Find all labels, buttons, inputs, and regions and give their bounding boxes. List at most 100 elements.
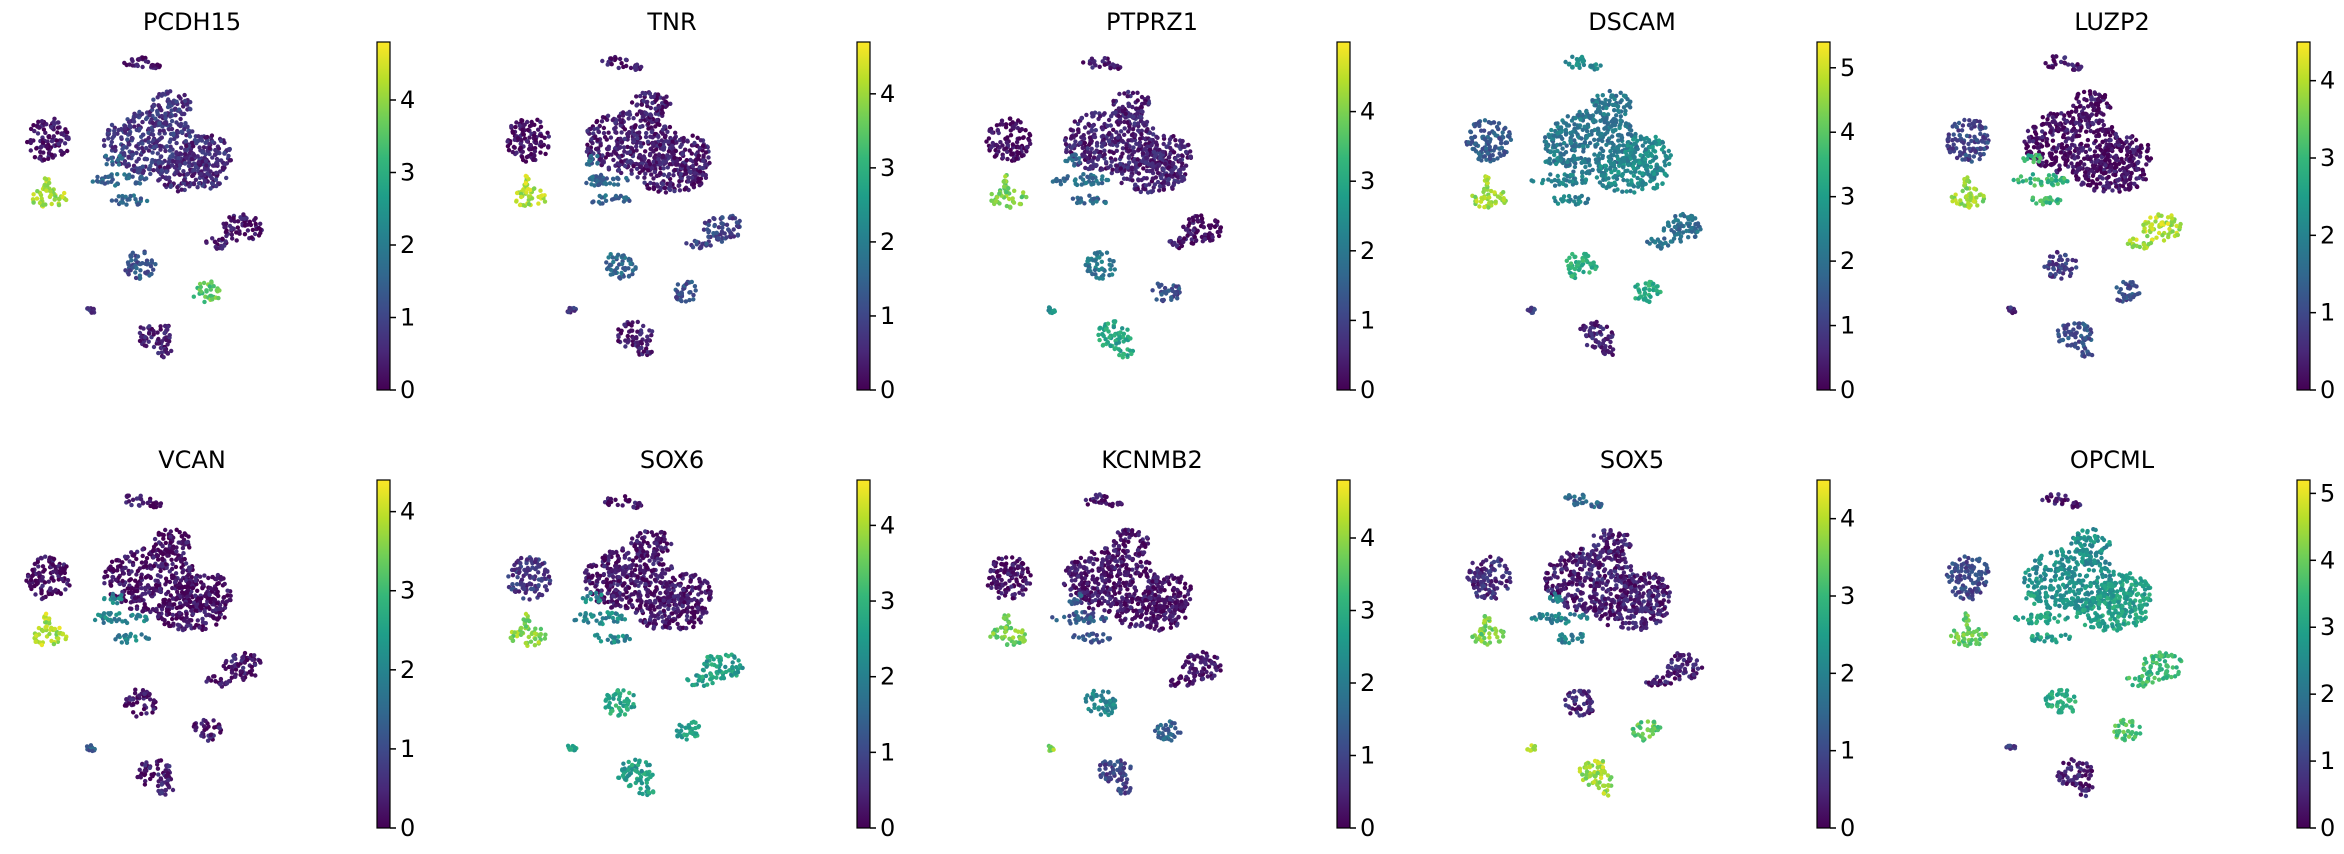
cell-point xyxy=(1635,181,1641,186)
cell-point xyxy=(1077,140,1083,145)
cell-point xyxy=(1598,118,1603,124)
cell-point xyxy=(1960,123,1966,128)
cell-point xyxy=(1647,299,1652,304)
cell-point xyxy=(613,193,619,199)
cell-point xyxy=(1977,156,1982,162)
cell-point xyxy=(110,145,115,150)
cell-point xyxy=(51,119,56,125)
cell-point xyxy=(1099,252,1105,257)
cell-point xyxy=(1577,65,1582,71)
cell-point xyxy=(612,268,618,273)
cell-point xyxy=(1604,324,1610,329)
cell-point xyxy=(1119,154,1124,159)
cell-point xyxy=(525,127,531,133)
cell-point xyxy=(642,180,647,185)
cluster-right_blob xyxy=(1645,211,1703,251)
cell-point xyxy=(1625,132,1631,137)
cell-point xyxy=(1608,334,1614,340)
cell-point xyxy=(151,103,156,109)
cell-point xyxy=(1118,166,1124,171)
cell-point xyxy=(1553,121,1559,126)
cell-point xyxy=(702,220,708,225)
cell-point xyxy=(1641,297,1647,302)
cell-point xyxy=(166,127,172,132)
cell-point xyxy=(1105,321,1111,326)
cell-point xyxy=(630,328,635,333)
cell-point xyxy=(1602,101,1608,106)
colorbar-tick-label: 4 xyxy=(880,80,895,108)
cell-point xyxy=(1645,169,1650,174)
cell-point xyxy=(536,201,541,206)
cell-point xyxy=(1133,187,1138,192)
cluster-bottom_right xyxy=(1150,281,1182,304)
cell-point xyxy=(199,138,205,143)
cell-point xyxy=(1624,189,1629,194)
cell-point xyxy=(703,162,708,167)
cell-point xyxy=(1661,226,1667,231)
cell-point xyxy=(655,184,660,189)
cell-point xyxy=(1677,227,1682,232)
cell-point xyxy=(1592,152,1597,157)
cell-point xyxy=(1978,151,1983,157)
cell-point xyxy=(151,267,156,272)
cell-point xyxy=(509,123,514,129)
cell-point xyxy=(1593,62,1599,67)
cluster-right_blob xyxy=(204,212,264,251)
cell-point xyxy=(1486,205,1491,210)
cell-point xyxy=(155,151,160,156)
cell-point xyxy=(126,175,131,181)
cell-point xyxy=(1684,228,1689,234)
cell-point xyxy=(151,97,156,102)
cell-point xyxy=(1552,133,1557,138)
cell-point xyxy=(220,166,226,172)
cell-point xyxy=(208,186,213,191)
cell-point xyxy=(126,272,131,277)
cell-point xyxy=(1093,258,1098,263)
cell-point xyxy=(625,333,630,339)
cell-point xyxy=(616,252,621,257)
cell-point xyxy=(1146,101,1152,106)
cell-point xyxy=(1008,133,1014,138)
cell-point xyxy=(178,116,183,122)
cell-point xyxy=(1589,321,1594,326)
cell-point xyxy=(720,215,725,220)
cell-point xyxy=(1644,152,1649,157)
cell-point xyxy=(37,125,42,130)
cell-point xyxy=(141,326,146,331)
cell-point xyxy=(181,104,186,109)
cell-point xyxy=(532,133,537,138)
cell-point xyxy=(1012,188,1017,193)
cell-point xyxy=(140,170,146,176)
cell-point xyxy=(1174,243,1180,248)
cell-point xyxy=(187,184,192,189)
cell-point xyxy=(616,327,621,332)
cell-point xyxy=(997,191,1002,196)
cell-point xyxy=(153,144,159,149)
cell-point xyxy=(214,246,220,251)
cluster-left_blob xyxy=(984,116,1033,163)
cell-point xyxy=(1643,157,1648,162)
cell-point xyxy=(1186,223,1191,228)
cell-point xyxy=(1600,93,1606,98)
cell-point xyxy=(1502,126,1507,132)
cell-point xyxy=(1000,122,1005,127)
cell-point xyxy=(1019,153,1025,159)
cell-point xyxy=(1967,118,1972,123)
cell-point xyxy=(183,160,188,166)
cell-point xyxy=(1589,129,1595,134)
cell-point xyxy=(144,198,150,204)
cell-point xyxy=(1603,167,1609,172)
cell-point xyxy=(1191,218,1196,223)
cell-point xyxy=(1583,177,1589,182)
cell-point xyxy=(170,159,176,164)
cell-point xyxy=(1659,147,1665,152)
cell-point xyxy=(1482,136,1487,142)
cell-point xyxy=(219,246,225,251)
cell-point xyxy=(1580,169,1585,174)
cell-point xyxy=(605,113,611,119)
cell-point xyxy=(615,176,621,181)
cell-point xyxy=(1114,168,1120,174)
cell-point xyxy=(228,158,233,163)
cell-point xyxy=(600,58,605,64)
cell-point xyxy=(1543,146,1549,151)
